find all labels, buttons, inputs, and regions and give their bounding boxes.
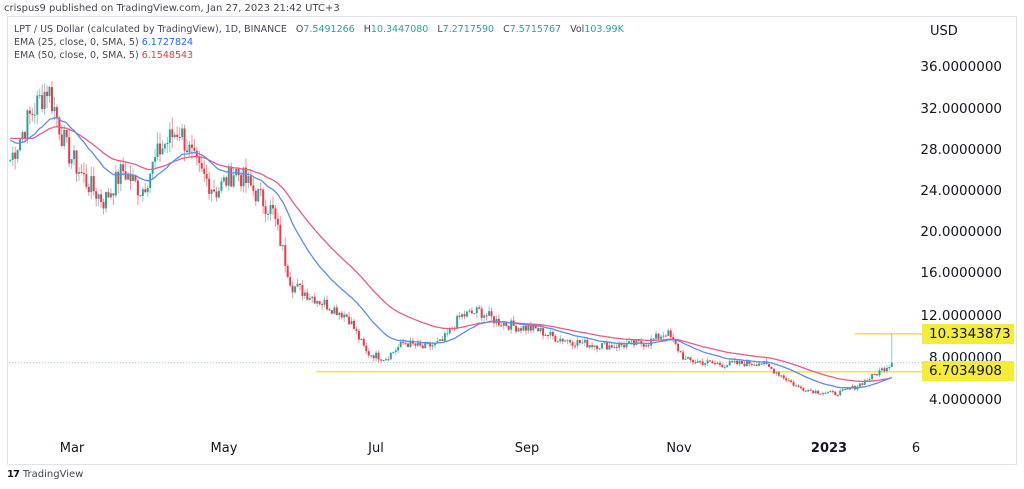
- low-key: L: [437, 24, 443, 35]
- y-tick: 24.0000000: [920, 183, 1002, 199]
- volume-value: 103.99K: [584, 24, 624, 35]
- chart-legend: LPT / US Dollar (calculated by TradingVi…: [14, 23, 624, 62]
- tradingview-brand: TradingView: [22, 469, 84, 480]
- x-tick: May: [210, 441, 238, 456]
- ema25-label[interactable]: EMA (25, close, 0, SMA, 5): [14, 37, 139, 48]
- chart-frame[interactable]: [7, 16, 1017, 465]
- ema25-legend-row: EMA (25, close, 0, SMA, 5) 6.1727824: [14, 36, 624, 49]
- support-price-tag[interactable]: 6.7034908: [922, 361, 1014, 381]
- candlesticks: [9, 81, 893, 397]
- currency-label[interactable]: USD: [930, 24, 958, 39]
- ema25-line: [9, 117, 893, 389]
- x-tick-year: 2023: [810, 441, 848, 456]
- ema50-label[interactable]: EMA (50, close, 0, SMA, 5): [14, 50, 139, 61]
- high-value: 10.3447080: [370, 24, 429, 35]
- high-key: H: [363, 24, 371, 35]
- publish-info: crispus9 published on TradingView.com, J…: [4, 3, 340, 14]
- x-tick: Sep: [514, 441, 540, 456]
- open-key: O: [295, 24, 304, 35]
- ema50-value: 6.1548543: [141, 50, 194, 61]
- tradingview-mark-icon: 17: [7, 469, 20, 480]
- volume-key: Vol: [570, 24, 585, 35]
- y-tick: 32.0000000: [920, 101, 1002, 117]
- y-tick: 36.0000000: [920, 59, 1002, 75]
- ema25-value: 6.1727824: [141, 37, 194, 48]
- y-tick: 20.0000000: [920, 224, 1002, 240]
- symbol-legend-row: LPT / US Dollar (calculated by TradingVi…: [14, 23, 624, 36]
- ema50-line: [10, 126, 892, 383]
- x-tick: 6: [911, 441, 921, 456]
- symbol-title[interactable]: LPT / US Dollar (calculated by TradingVi…: [14, 24, 287, 35]
- close-key: C: [503, 24, 510, 35]
- horizontal-levels[interactable]: [316, 333, 922, 373]
- y-tick: 16.0000000: [920, 265, 1002, 281]
- y-tick: 12.0000000: [920, 308, 1002, 324]
- close-value: 7.5715767: [509, 24, 562, 35]
- x-tick: Jul: [368, 441, 384, 456]
- y-tick: 4.0000000: [928, 392, 1002, 408]
- x-tick: Nov: [666, 441, 692, 456]
- low-value: 7.2717590: [442, 24, 495, 35]
- x-tick: Mar: [59, 441, 85, 456]
- y-tick: 28.0000000: [920, 142, 1002, 158]
- ema50-legend-row: EMA (50, close, 0, SMA, 5) 6.1548543: [14, 49, 624, 62]
- resistance-price-tag[interactable]: 10.3343873: [922, 324, 1014, 344]
- tradingview-logo[interactable]: 17 TradingView: [7, 469, 83, 480]
- open-value: 7.5491266: [303, 24, 355, 35]
